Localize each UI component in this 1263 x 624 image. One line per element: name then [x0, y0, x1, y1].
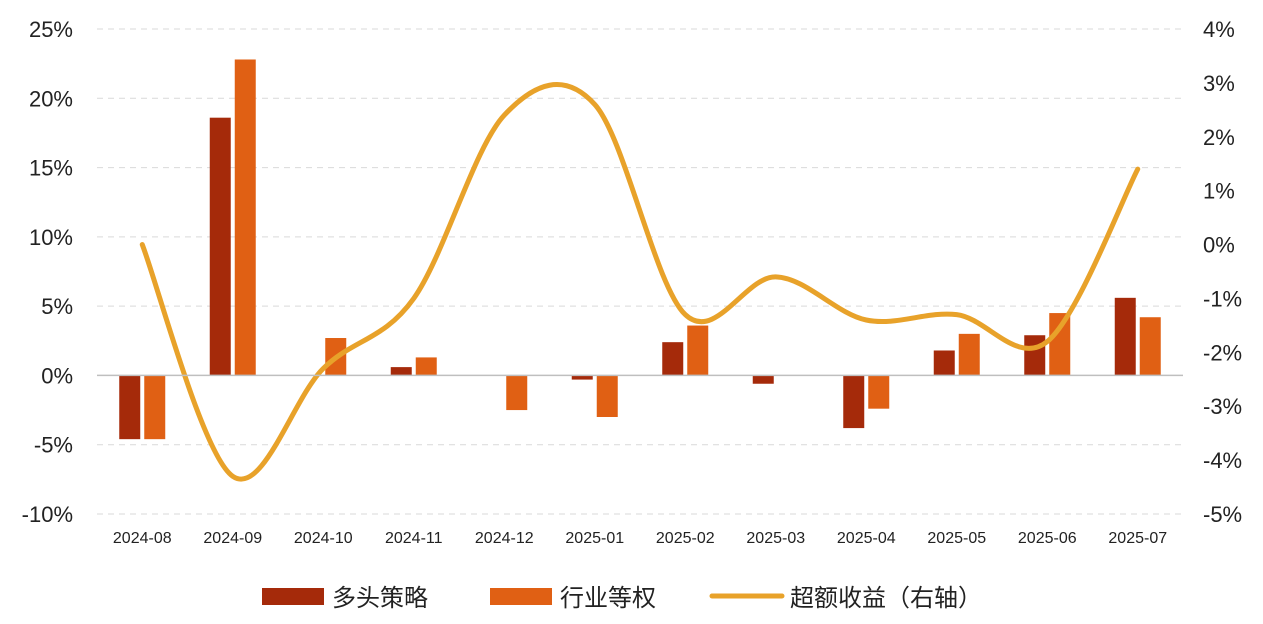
- y-right-tick-label: 0%: [1203, 233, 1235, 258]
- legend-label: 超额收益（右轴）: [790, 584, 982, 612]
- y-left-tick-label: 5%: [41, 294, 73, 319]
- x-tick-label: 2025-06: [1018, 530, 1077, 547]
- y-left-tick-label: -10%: [22, 502, 73, 527]
- y-right-tick-label: 3%: [1203, 71, 1235, 96]
- bar: [234, 59, 256, 376]
- bar: [752, 375, 774, 384]
- bar: [1114, 297, 1136, 376]
- x-tick-label: 2025-02: [656, 530, 715, 547]
- bar: [119, 375, 141, 440]
- y-right-tick-label: 4%: [1203, 17, 1235, 42]
- x-tick-label: 2025-03: [746, 530, 805, 547]
- bar: [1024, 335, 1046, 376]
- x-tick-label: 2024-12: [475, 530, 534, 547]
- y-right-tick-label: -5%: [1203, 502, 1242, 527]
- legend-swatch: [490, 588, 552, 605]
- bar: [687, 325, 709, 376]
- y-left-tick-label: 15%: [29, 156, 73, 181]
- x-tick-label: 2025-04: [837, 530, 896, 547]
- y-left-tick-label: 20%: [29, 86, 73, 111]
- bar: [933, 350, 955, 376]
- legend-swatch: [262, 588, 324, 605]
- legend-label: 行业等权: [560, 584, 656, 612]
- y-right-tick-label: -2%: [1203, 340, 1242, 365]
- bar: [843, 375, 865, 429]
- bar: [571, 375, 593, 380]
- y-right-tick-label: 1%: [1203, 179, 1235, 204]
- bar: [1049, 313, 1071, 376]
- grid-lines: [97, 28, 1183, 515]
- bar: [596, 375, 618, 417]
- bar: [209, 117, 231, 376]
- bar: [144, 375, 166, 440]
- bar: [390, 367, 412, 376]
- bar: [958, 333, 980, 376]
- bar: [415, 357, 437, 376]
- excess-return-line: [139, 82, 1141, 482]
- x-tick-label: 2025-05: [927, 530, 986, 547]
- x-tick-label: 2024-08: [113, 530, 172, 547]
- x-tick-label: 2024-11: [385, 530, 443, 547]
- y-right-tick-label: 2%: [1203, 125, 1235, 150]
- x-tick-label: 2025-07: [1108, 530, 1167, 547]
- y-left-tick-label: 10%: [29, 225, 73, 250]
- y-right-tick-label: -3%: [1203, 394, 1242, 419]
- axes: 25% 20% 15% 10% 5% 0% -5% -10% 4% 3% 2% 1% 0% -1% -2% -…: [22, 17, 1242, 547]
- bar: [868, 375, 890, 409]
- bar: [662, 342, 684, 376]
- bar: [1139, 317, 1161, 376]
- legend: 多头策略 行业等权 超额收益（右轴）: [262, 584, 982, 612]
- y-left-tick-label: -5%: [34, 433, 73, 458]
- y-left-tick-label: 25%: [29, 17, 73, 42]
- y-left-tick-label: 0%: [41, 363, 73, 388]
- bars: [119, 59, 1161, 440]
- x-tick-label: 2025-01: [565, 530, 624, 547]
- excess-return-line-layer: [139, 82, 1141, 482]
- x-tick-label: 2024-09: [203, 530, 262, 547]
- bar: [506, 375, 528, 411]
- y-right-tick-label: -4%: [1203, 448, 1242, 473]
- y-right-tick-label: -1%: [1203, 286, 1242, 311]
- x-tick-label: 2024-10: [294, 530, 353, 547]
- legend-label: 多头策略: [332, 584, 428, 612]
